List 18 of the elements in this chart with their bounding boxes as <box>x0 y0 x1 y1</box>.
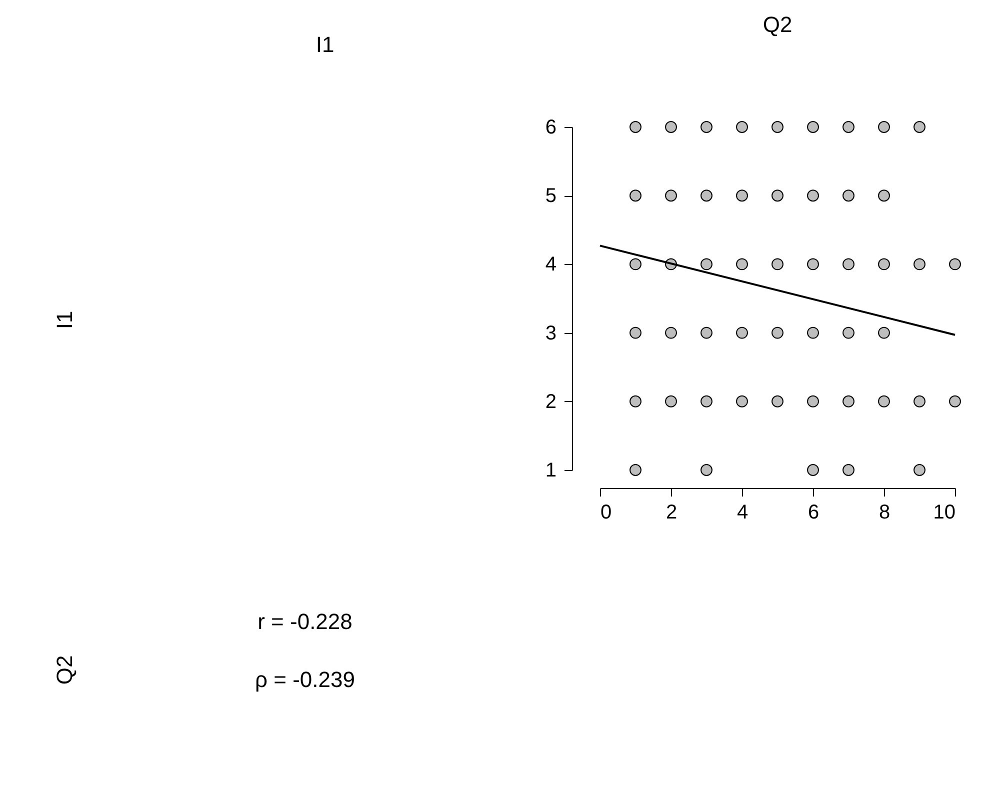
y-tick-label: 6 <box>545 116 556 138</box>
x-tick-label: 8 <box>878 502 890 524</box>
y-tick-label: 1 <box>545 460 556 482</box>
x-tick-label: 0 <box>600 502 612 524</box>
y-tick-label: 5 <box>545 185 556 208</box>
y-tick-label: 2 <box>545 390 556 413</box>
x-tick-label: 10 <box>933 502 956 524</box>
x-tick-label: 6 <box>808 502 820 524</box>
text: Q2 <box>52 655 77 685</box>
chart-title: Q2 <box>762 12 792 37</box>
x-tick-label: 4 <box>736 502 748 524</box>
x-tick-label: 2 <box>666 502 678 524</box>
text: I1 <box>316 32 334 57</box>
text: I1 <box>52 310 77 330</box>
text: r = -0.228 <box>258 609 352 634</box>
y-tick-label: 4 <box>545 254 556 276</box>
text: ρ = -0.239 <box>255 667 355 692</box>
y-tick-label: 3 <box>545 322 556 344</box>
